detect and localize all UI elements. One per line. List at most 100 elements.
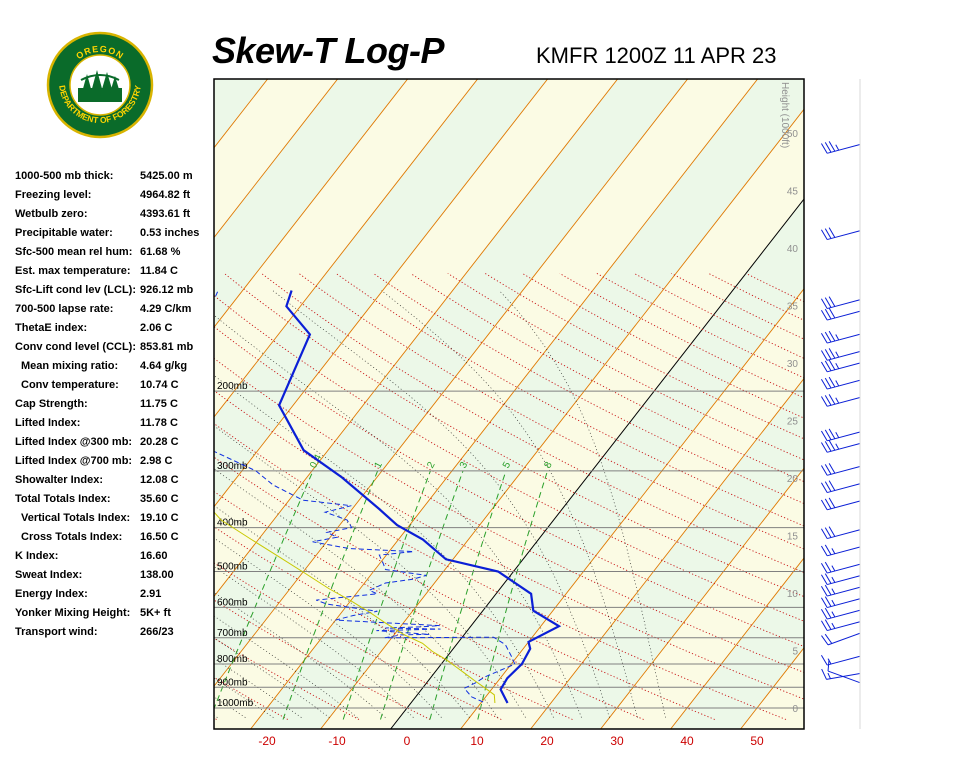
wind-barb-feather	[827, 659, 830, 672]
wind-barb-staff	[827, 586, 861, 597]
index-label: Sfc-500 mean rel hum:	[15, 246, 133, 258]
wind-barb-staff	[827, 621, 861, 632]
isotherm-band	[214, 79, 758, 729]
wind-barb	[820, 497, 861, 511]
index-label: Conv cond level (CCL):	[15, 341, 137, 353]
wind-barb-staff	[827, 670, 861, 684]
wind-barb	[820, 526, 861, 540]
x-tick-label: 20	[540, 734, 554, 748]
wind-barb-feather	[824, 377, 832, 389]
wind-barb-feather	[824, 607, 832, 619]
tree-icon	[78, 70, 122, 102]
dry-adiabat-line	[214, 295, 804, 622]
index-value: 853.81 mb	[140, 341, 194, 353]
height-tick-label: 20	[787, 474, 799, 485]
index-row: 700-500 lapse rate: 4.29 C/km	[15, 301, 210, 320]
wind-barb-feather	[824, 360, 832, 372]
wind-barb	[820, 330, 861, 344]
wind-barb-feather	[821, 635, 829, 646]
dry-adiabat-line	[298, 273, 804, 550]
wind-barb-half-feather	[831, 588, 836, 595]
mixing-ratio-label: 1	[373, 460, 386, 470]
moist-adiabat-line	[498, 290, 666, 718]
index-value: 61.68 %	[140, 246, 181, 258]
dry-adiabat-line	[214, 390, 804, 700]
mixing-ratio-label: 5	[501, 460, 514, 470]
index-value: 35.60 C	[140, 493, 179, 505]
height-tick-label: 5	[792, 647, 798, 658]
wind-barb-half-feather	[827, 658, 832, 665]
wind-barb-feather	[820, 442, 828, 453]
height-tick-label: 30	[787, 359, 799, 370]
index-row: Transport wind: 266/23	[15, 624, 210, 643]
wind-barb	[820, 561, 861, 574]
wind-barb	[821, 632, 861, 646]
isotherm-band	[0, 79, 128, 729]
wind-barb-feather	[824, 429, 832, 441]
wind-barb-feather	[820, 620, 828, 631]
isotherm-line	[460, 288, 804, 729]
wind-barb-half-feather	[835, 397, 840, 404]
wind-barb-staff	[827, 379, 861, 390]
index-label: Lifted Index:	[15, 417, 81, 429]
wind-barb-feather	[820, 396, 828, 407]
station-time-label: KMFR 1200Z 11 APR 23	[536, 43, 777, 68]
isotherm-line	[0, 79, 128, 729]
wind-barb-feather	[820, 585, 828, 597]
wind-barb-staff	[827, 431, 861, 442]
index-value: 4.29 C/km	[140, 303, 192, 315]
wind-barb	[820, 141, 861, 154]
dry-adiabat-line	[214, 717, 217, 720]
index-row: K Index: 16.60	[15, 548, 210, 567]
wind-barb	[820, 307, 861, 321]
wind-barb-feather	[820, 361, 828, 373]
height-tick-label: 10	[787, 589, 799, 600]
wind-barb-feather	[820, 309, 828, 321]
wind-barb-staff	[826, 673, 861, 680]
index-label: Conv temperature:	[21, 379, 119, 391]
wind-barb-half-feather	[831, 576, 836, 583]
wind-barb-feather	[820, 499, 828, 511]
wind-barb-feather	[828, 141, 836, 152]
pressure-label: 1000mb	[217, 698, 254, 709]
dry-adiabat-line	[484, 273, 804, 440]
wind-barb-feather	[828, 376, 836, 388]
wind-barb-staff	[827, 609, 861, 620]
wind-barb-staff	[827, 466, 861, 476]
index-value: 138.00	[140, 569, 174, 581]
wind-barb-feather	[820, 574, 828, 585]
wind-barb-feather	[824, 481, 832, 492]
index-value: 2.91	[140, 588, 162, 600]
wind-barb-staff	[827, 333, 861, 344]
wind-barb-feather	[824, 349, 832, 360]
index-label: Total Totals Index:	[15, 493, 111, 505]
index-row: Freezing level: 4964.82 ft	[15, 187, 210, 206]
index-label: Sfc-Lift cond lev (LCL):	[15, 284, 136, 296]
index-row: Sfc-Lift cond lev (LCL): 926.12 mb	[15, 282, 210, 301]
wind-barb-staff	[827, 655, 861, 666]
wind-barb-half-feather	[835, 363, 840, 369]
x-tick-label: 30	[610, 734, 624, 748]
indices-panel: 1000-500 mb thick: 5425.00 m Freezing leve…	[15, 168, 210, 643]
moist-adiabat-line	[214, 468, 498, 718]
dry-adiabat-line	[410, 273, 804, 483]
index-label: 700-500 lapse rate:	[15, 303, 114, 315]
index-label: Precipitable water:	[15, 227, 113, 239]
index-value: 5K+ ft	[140, 607, 171, 619]
index-row: 1000-500 mb thick: 5425.00 m	[15, 168, 210, 187]
index-label: Sweat Index:	[15, 569, 83, 581]
wind-barb-staff	[827, 230, 861, 241]
height-axis-label: Height (1000ft)	[779, 82, 790, 148]
pressure-label: 600mb	[217, 597, 248, 608]
x-tick-label: -10	[328, 734, 346, 748]
wind-barb-staff	[827, 299, 861, 310]
index-value: 16.60	[140, 550, 168, 562]
wind-barb-feather	[828, 440, 836, 451]
index-row: ThetaE index: 2.06 C	[15, 320, 210, 339]
index-value: 11.75 C	[140, 398, 178, 410]
wind-barb-half-feather	[831, 611, 836, 618]
wind-barb-feather	[824, 441, 832, 452]
wind-barb-staff	[827, 546, 861, 557]
wind-barb-feather	[824, 228, 832, 239]
wind-barb-feather	[821, 668, 827, 680]
